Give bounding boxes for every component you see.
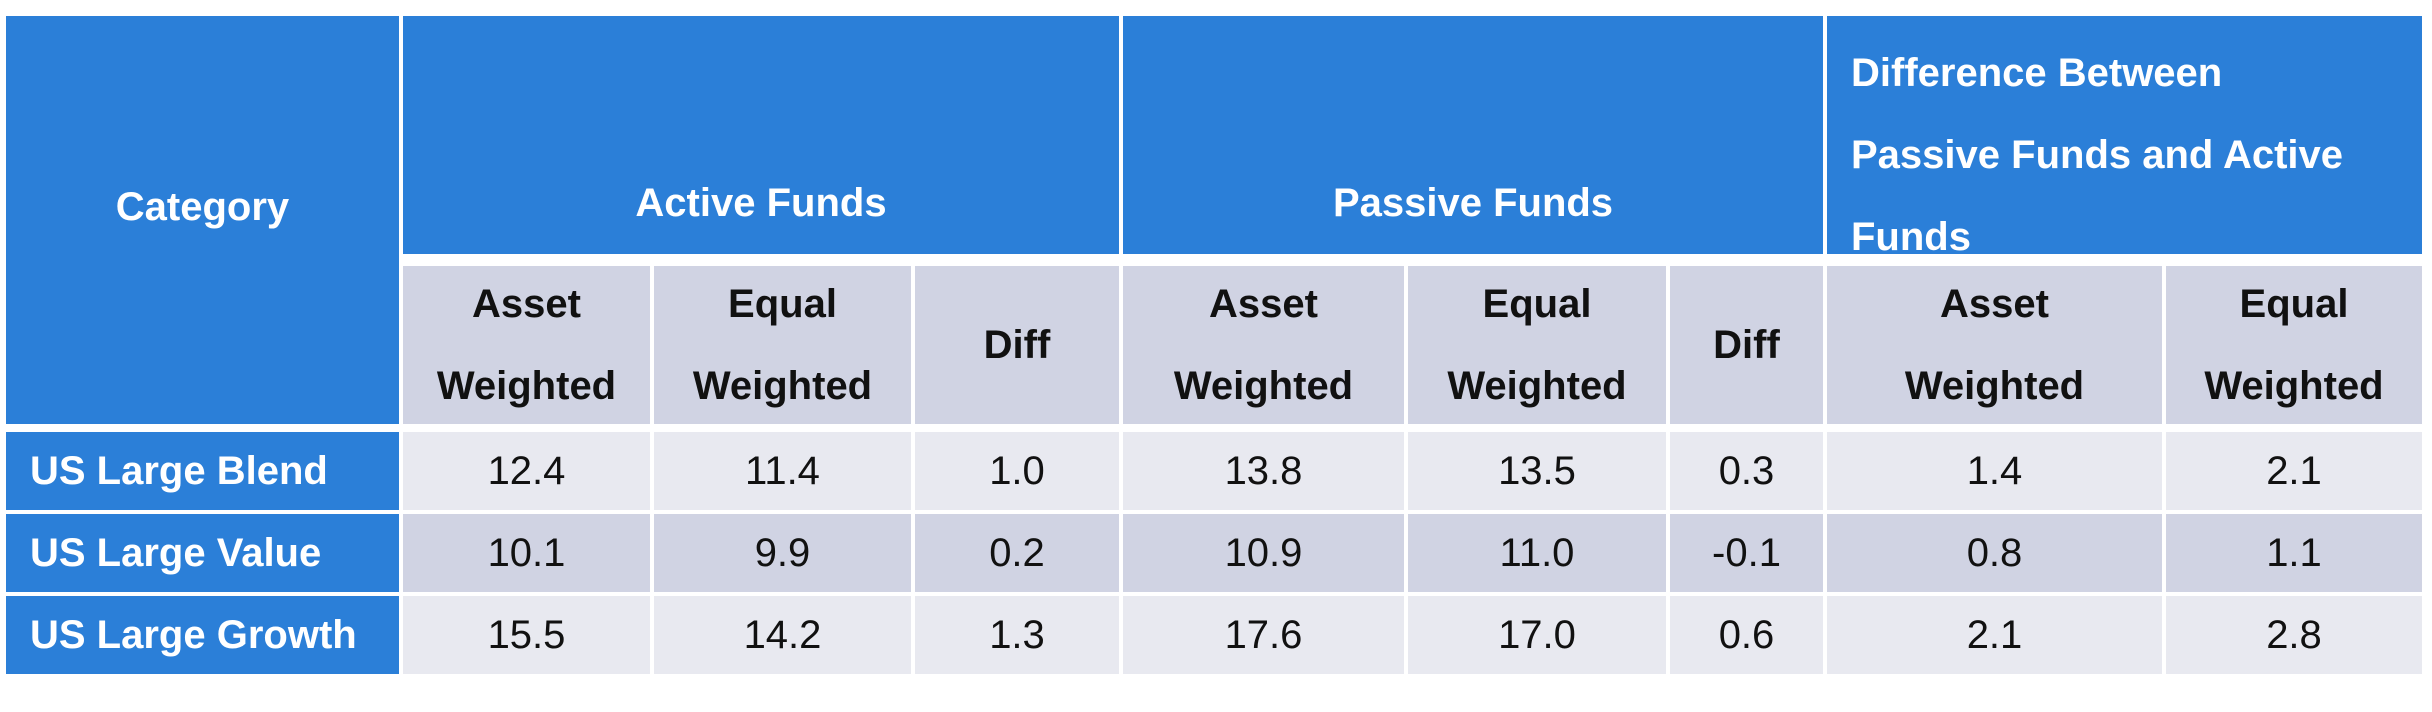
value-cell: 11.4 <box>654 432 911 510</box>
value-cell: 1.3 <box>915 596 1119 674</box>
column-header-1-2: Diff <box>1670 266 1823 424</box>
column-header-1-1: Equal Weighted <box>1408 266 1666 424</box>
value-cell: 1.4 <box>1827 432 2162 510</box>
value-cell: 15.5 <box>403 596 650 674</box>
value-cell: 17.0 <box>1408 596 1666 674</box>
value-cell: 17.6 <box>1123 596 1404 674</box>
column-header-1-0: Asset Weighted <box>1123 266 1404 424</box>
value-cell: 13.8 <box>1123 432 1404 510</box>
group-header-1: Passive Funds <box>1123 16 1823 254</box>
value-cell: 0.8 <box>1827 514 2162 592</box>
value-cell: 1.1 <box>2166 514 2422 592</box>
value-cell: 0.6 <box>1670 596 1823 674</box>
value-cell: 12.4 <box>403 432 650 510</box>
value-cell: 14.2 <box>654 596 911 674</box>
group-header-0: Active Funds <box>403 16 1119 254</box>
value-cell: 2.1 <box>1827 596 2162 674</box>
value-cell: -0.1 <box>1670 514 1823 592</box>
value-cell: 2.1 <box>2166 432 2422 510</box>
value-cell: 10.1 <box>403 514 650 592</box>
column-header-0-0: Asset Weighted <box>403 266 650 424</box>
row-label: US Large Value <box>6 514 399 592</box>
value-cell: 0.3 <box>1670 432 1823 510</box>
group-header-2: Difference Between Passive Funds and Act… <box>1827 16 2422 259</box>
column-header-0-2: Diff <box>915 266 1119 424</box>
column-header-2-1: Equal Weighted <box>2166 266 2422 424</box>
category-header: Category <box>6 16 399 424</box>
value-cell: 1.0 <box>915 432 1119 510</box>
value-cell: 9.9 <box>654 514 911 592</box>
row-label: US Large Growth <box>6 596 399 674</box>
value-cell: 11.0 <box>1408 514 1666 592</box>
value-cell: 10.9 <box>1123 514 1404 592</box>
row-label: US Large Blend <box>6 432 399 510</box>
value-cell: 13.5 <box>1408 432 1666 510</box>
value-cell: 0.2 <box>915 514 1119 592</box>
value-cell: 2.8 <box>2166 596 2422 674</box>
column-header-2-0: Asset Weighted <box>1827 266 2162 424</box>
column-header-0-1: Equal Weighted <box>654 266 911 424</box>
